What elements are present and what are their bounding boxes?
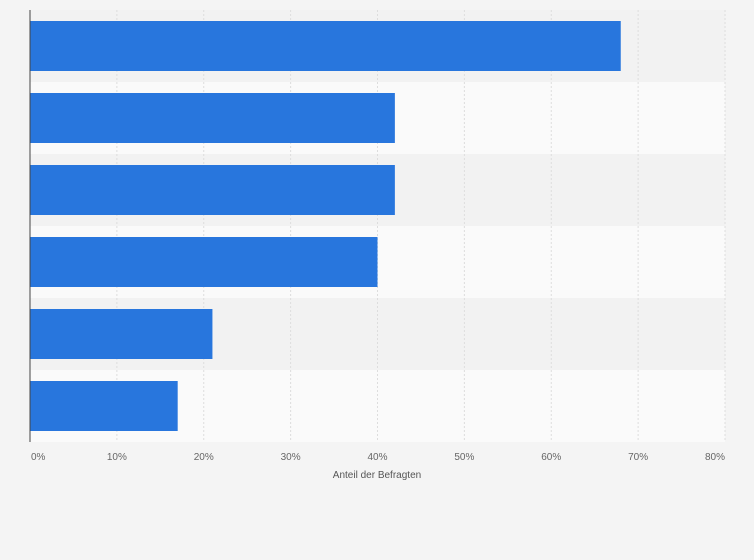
bar <box>30 309 213 359</box>
x-tick-label: 60% <box>541 452 561 463</box>
x-axis-title: Anteil der Befragten <box>333 470 421 481</box>
bar <box>30 165 395 215</box>
x-tick-label: 50% <box>454 452 474 463</box>
grid-lines <box>116 10 726 442</box>
x-tick-label: 70% <box>628 452 648 463</box>
x-tick-labels: 0% 10% 20% 30% 40% 50% 60% 70% 80% <box>31 452 725 463</box>
x-tick-label: 10% <box>107 452 127 463</box>
x-tick-label: 30% <box>281 452 301 463</box>
x-tick-label: 20% <box>194 452 214 463</box>
bar <box>30 21 621 71</box>
bar <box>30 381 178 431</box>
x-tick-label: 0% <box>31 452 46 463</box>
x-tick-label: 80% <box>705 452 725 463</box>
bar <box>30 93 395 143</box>
x-tick-label: 40% <box>367 452 387 463</box>
bar <box>30 237 378 287</box>
bars <box>30 21 621 431</box>
